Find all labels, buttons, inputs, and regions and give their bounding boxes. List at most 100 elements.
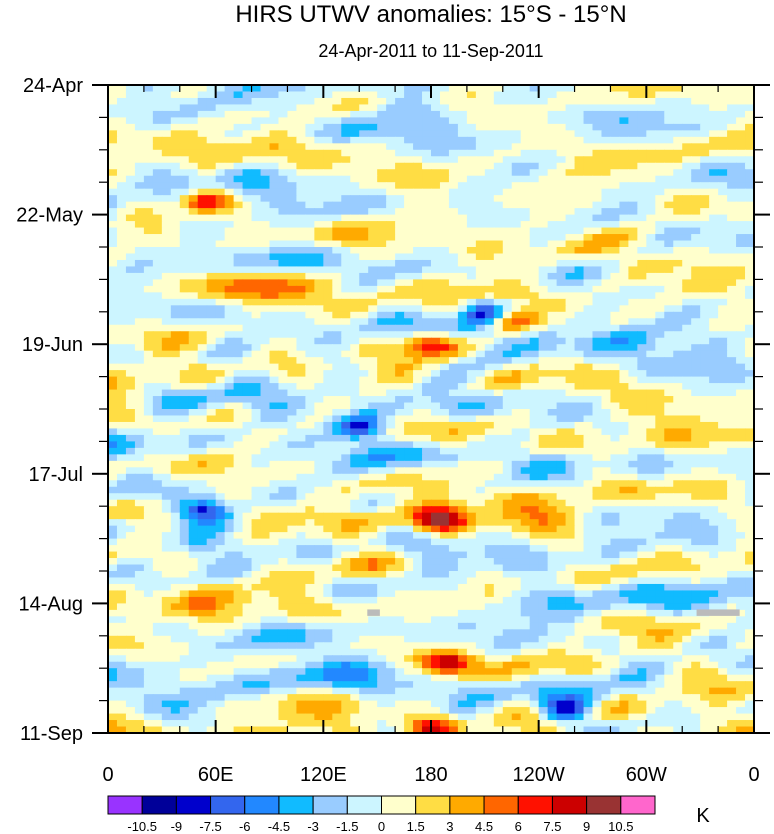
heatmap-cell (341, 208, 351, 216)
heatmap-cell (314, 519, 324, 527)
heatmap-cell (610, 389, 621, 397)
heatmap-cell (251, 292, 262, 300)
heatmap-cell (350, 434, 360, 442)
heatmap-cell (108, 169, 118, 177)
heatmap-cell (251, 169, 262, 177)
heatmap-cell (386, 396, 396, 404)
heatmap-cell (520, 421, 531, 430)
heatmap-cell (134, 434, 145, 442)
heatmap-cell (655, 486, 665, 494)
heatmap-cell (583, 240, 594, 248)
heatmap-cell (484, 441, 495, 449)
heatmap-cell (323, 285, 333, 293)
heatmap-cell (700, 441, 710, 449)
heatmap-cell (287, 85, 298, 93)
heatmap-cell (359, 201, 369, 209)
heatmap-cell (179, 175, 190, 183)
heatmap-cell (709, 227, 719, 235)
heatmap-cell (718, 421, 728, 430)
heatmap-cell (682, 123, 692, 131)
heatmap-cell (359, 428, 369, 436)
heatmap-cell (610, 143, 621, 151)
heatmap-cell (637, 506, 647, 514)
heatmap-cell (386, 415, 396, 423)
heatmap-cell (395, 441, 405, 449)
heatmap-cell (377, 234, 387, 242)
heatmap-cell (556, 421, 567, 430)
heatmap-cell (296, 130, 306, 138)
heatmap-cell (251, 298, 262, 306)
heatmap-cell (134, 324, 145, 332)
heatmap-cell (296, 195, 306, 203)
heatmap-cell (296, 272, 306, 280)
heatmap-cell (664, 415, 674, 423)
heatmap-cell (422, 175, 432, 183)
heatmap-cell (565, 156, 576, 164)
heatmap-cell (520, 136, 531, 144)
heatmap-cell (547, 253, 558, 261)
heatmap-cell (323, 298, 333, 306)
heatmap-cell (233, 130, 244, 138)
heatmap-cell (305, 156, 315, 164)
heatmap-cell (287, 130, 298, 138)
heatmap-cell (377, 415, 387, 423)
heatmap-cell (431, 195, 441, 203)
heatmap-cell (323, 182, 333, 190)
heatmap-cell (655, 227, 665, 235)
heatmap-cell (655, 421, 665, 430)
heatmap-cell (386, 247, 396, 255)
heatmap-cell (691, 221, 701, 229)
heatmap-cell (233, 104, 244, 112)
heatmap-cell (359, 357, 369, 365)
heatmap-cell (260, 428, 271, 436)
heatmap-cell (233, 344, 244, 352)
heatmap-cell (224, 434, 235, 442)
heatmap-cell (224, 292, 235, 300)
heatmap-cell (179, 324, 190, 332)
heatmap-cell (269, 318, 280, 326)
heatmap-cell (332, 292, 342, 300)
heatmap-cell (691, 363, 701, 371)
heatmap-cell (431, 117, 441, 125)
heatmap-cell (323, 195, 333, 203)
heatmap-cell (125, 376, 136, 384)
heatmap-cell (422, 311, 432, 319)
heatmap-cell (197, 130, 208, 138)
heatmap-cell (592, 525, 603, 533)
heatmap-cell (547, 279, 558, 287)
heatmap-cell (341, 149, 351, 157)
heatmap-cell (736, 428, 746, 436)
heatmap-cell (422, 143, 432, 151)
heatmap-cell (179, 506, 190, 514)
heatmap-cell (655, 519, 665, 527)
heatmap-cell (529, 370, 540, 378)
heatmap-cell (323, 337, 333, 345)
heatmap-cell (610, 486, 621, 494)
heatmap-cell (529, 123, 540, 131)
heatmap-cell (493, 162, 504, 170)
heatmap-cell (637, 182, 647, 190)
heatmap-cell (341, 363, 351, 371)
heatmap-cell (556, 318, 567, 326)
heatmap-cell (278, 473, 289, 481)
heatmap-cell (448, 188, 459, 196)
heatmap-cell (745, 512, 754, 520)
heatmap-cell (592, 409, 603, 417)
heatmap-cell (475, 525, 486, 533)
heatmap-cell (314, 234, 324, 242)
heatmap-cell (655, 441, 665, 449)
heatmap-cell (125, 311, 136, 319)
heatmap-cell (502, 201, 513, 209)
heatmap-cell (368, 324, 378, 332)
heatmap-cell (484, 247, 495, 255)
heatmap-cell (574, 473, 585, 481)
heatmap-cell (592, 344, 603, 352)
heatmap-cell (637, 175, 647, 183)
heatmap-cell (736, 383, 746, 391)
heatmap-cell (565, 519, 576, 527)
heatmap-cell (314, 182, 324, 190)
heatmap-cell (700, 259, 710, 268)
heatmap-cell (422, 214, 432, 222)
heatmap-cell (628, 279, 638, 287)
heatmap-cell (466, 149, 477, 157)
